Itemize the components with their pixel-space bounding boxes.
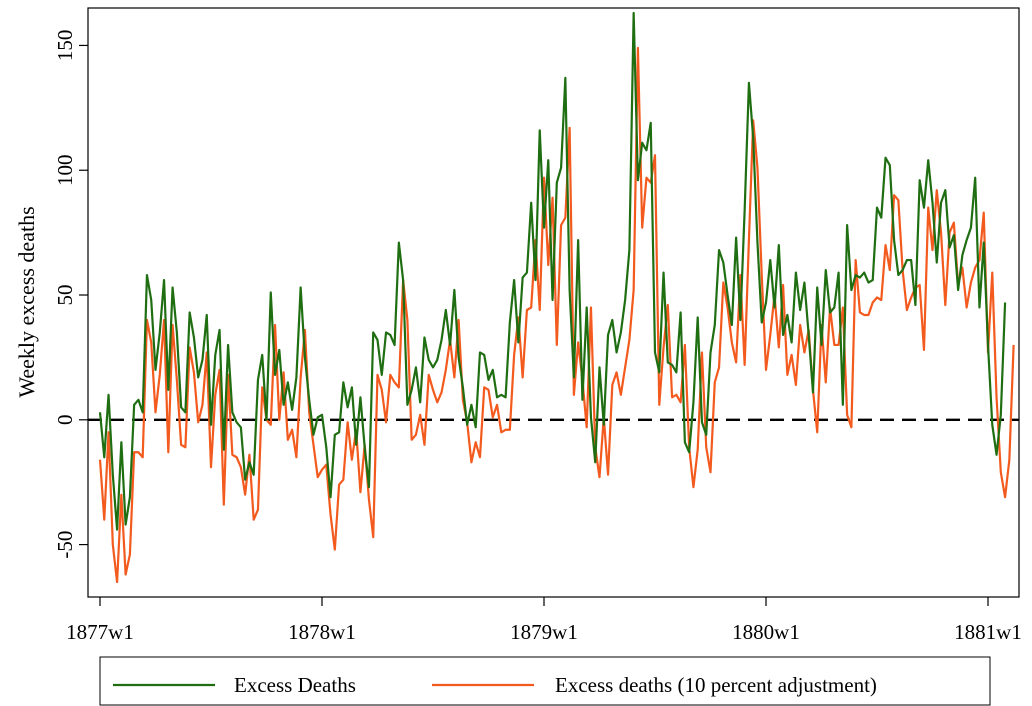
x-tick-label: 1880w1 bbox=[732, 620, 800, 644]
y-tick-label: 50 bbox=[53, 285, 77, 306]
x-tick-label: 1879w1 bbox=[510, 620, 578, 644]
legend-box bbox=[99, 656, 991, 706]
series-line-excess-deaths-adjusted bbox=[98, 46, 1015, 584]
y-tick-label: 0 bbox=[53, 415, 77, 426]
legend: Excess Deaths Excess deaths (10 percent … bbox=[99, 656, 991, 706]
y-tick-label: -50 bbox=[53, 531, 77, 559]
legend-label-excess-deaths-adjusted: Excess deaths (10 percent adjustment) bbox=[555, 673, 877, 697]
plot-frame bbox=[87, 7, 1020, 598]
y-tick-label: 150 bbox=[53, 30, 77, 62]
axis-layer: 1877w1 1878w1 1879w1 1880w1 1881w1 -50 0 50 100 1… bbox=[53, 30, 1022, 644]
legend-label-excess-deaths: Excess Deaths bbox=[234, 673, 356, 697]
y-axis-title: Weekly excess deaths bbox=[14, 206, 39, 397]
series-layer bbox=[98, 11, 1015, 584]
x-tick-label: 1878w1 bbox=[288, 620, 356, 644]
series-line-excess-deaths bbox=[98, 11, 1007, 531]
y-tick-label: 100 bbox=[53, 154, 77, 186]
x-tick-label: 1881w1 bbox=[954, 620, 1022, 644]
x-tick-label: 1877w1 bbox=[66, 620, 134, 644]
